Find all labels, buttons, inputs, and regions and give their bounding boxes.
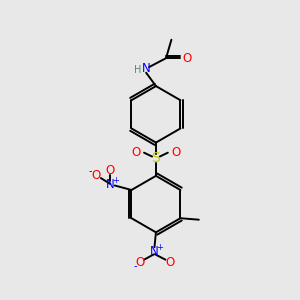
Text: S: S	[152, 151, 160, 165]
Text: N: N	[106, 178, 115, 190]
Text: O: O	[165, 256, 175, 268]
Text: N: N	[142, 62, 151, 75]
Text: -: -	[89, 166, 92, 176]
Text: +: +	[156, 243, 163, 252]
Text: O: O	[135, 256, 144, 268]
Text: O: O	[131, 146, 140, 159]
Text: N: N	[150, 245, 159, 258]
Text: O: O	[172, 146, 181, 159]
Text: +: +	[112, 176, 119, 185]
Text: H: H	[134, 65, 142, 75]
Text: O: O	[106, 164, 115, 177]
Text: O: O	[182, 52, 191, 65]
Text: O: O	[91, 169, 100, 182]
Text: -: -	[134, 261, 137, 271]
